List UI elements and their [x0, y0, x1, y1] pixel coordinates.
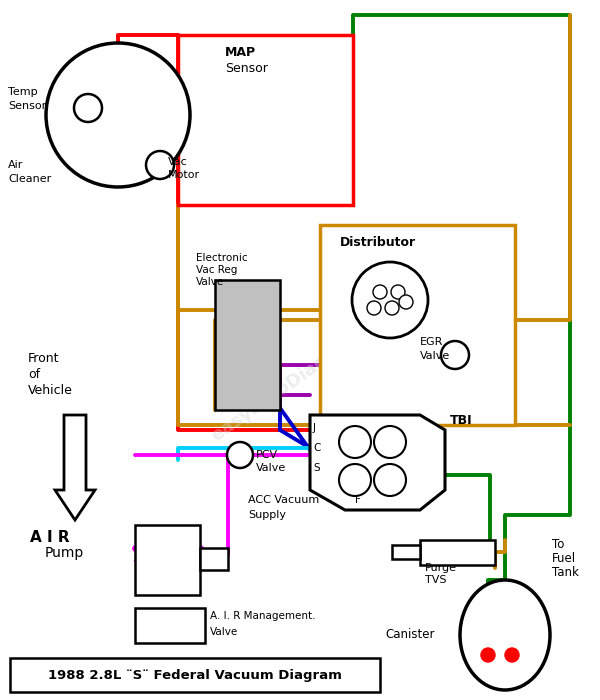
Text: Valve: Valve — [420, 351, 450, 361]
Circle shape — [505, 648, 519, 662]
Text: Distributor: Distributor — [340, 235, 416, 248]
Circle shape — [46, 43, 190, 187]
Circle shape — [339, 464, 371, 496]
FancyBboxPatch shape — [135, 608, 205, 643]
Circle shape — [391, 285, 405, 299]
Circle shape — [374, 426, 406, 458]
FancyBboxPatch shape — [420, 540, 495, 565]
Polygon shape — [310, 415, 445, 510]
Text: C: C — [313, 443, 320, 453]
Text: S: S — [313, 463, 320, 473]
Text: TVS: TVS — [425, 575, 446, 585]
FancyBboxPatch shape — [200, 548, 228, 570]
Circle shape — [339, 426, 371, 458]
Circle shape — [367, 301, 381, 315]
Text: of: of — [28, 368, 40, 381]
Text: easyautoDiagrams.com: easyautoDiagrams.com — [208, 295, 412, 445]
Text: Air: Air — [8, 160, 23, 170]
FancyBboxPatch shape — [392, 545, 420, 559]
FancyArrow shape — [55, 415, 95, 520]
Text: Sensor: Sensor — [225, 62, 268, 74]
FancyBboxPatch shape — [135, 525, 200, 595]
Text: Vac Reg: Vac Reg — [196, 265, 238, 275]
Text: Valve: Valve — [256, 463, 286, 473]
Text: To: To — [552, 538, 565, 552]
Text: PCV: PCV — [256, 450, 278, 460]
Text: Valve: Valve — [210, 627, 238, 637]
Text: Valve: Valve — [196, 277, 224, 287]
Circle shape — [385, 301, 399, 315]
Ellipse shape — [460, 580, 550, 690]
Text: Purge: Purge — [425, 563, 457, 573]
FancyBboxPatch shape — [320, 225, 515, 425]
Text: Fuel: Fuel — [552, 552, 576, 566]
Circle shape — [441, 341, 469, 369]
Text: ACC Vacuum: ACC Vacuum — [248, 495, 319, 505]
FancyBboxPatch shape — [215, 280, 280, 410]
Text: F: F — [355, 495, 361, 505]
Circle shape — [374, 464, 406, 496]
Text: MAP: MAP — [225, 46, 256, 59]
Text: Vehicle: Vehicle — [28, 384, 73, 396]
Circle shape — [74, 94, 102, 122]
Text: Motor: Motor — [168, 170, 200, 180]
Text: Tank: Tank — [552, 566, 579, 580]
Text: Canister: Canister — [385, 629, 434, 641]
Text: A. I. R Management.: A. I. R Management. — [210, 611, 316, 621]
Circle shape — [373, 285, 387, 299]
Circle shape — [146, 151, 174, 179]
Circle shape — [481, 648, 495, 662]
Text: 1988 2.8L ¨S¨ Federal Vacuum Diagram: 1988 2.8L ¨S¨ Federal Vacuum Diagram — [48, 668, 342, 682]
Text: Temp: Temp — [8, 87, 38, 97]
Circle shape — [399, 295, 413, 309]
FancyBboxPatch shape — [178, 35, 353, 205]
Text: EGR: EGR — [420, 337, 443, 347]
Text: Supply: Supply — [248, 510, 286, 520]
FancyBboxPatch shape — [10, 658, 380, 692]
Text: Sensor: Sensor — [8, 101, 46, 111]
Text: A I R: A I R — [30, 529, 70, 545]
Text: Vac: Vac — [168, 157, 188, 167]
Text: Pump: Pump — [45, 546, 84, 560]
Circle shape — [227, 442, 253, 468]
Text: Cleaner: Cleaner — [8, 174, 51, 184]
Text: Front: Front — [28, 351, 59, 365]
Text: Electronic: Electronic — [196, 253, 248, 263]
Text: TBI: TBI — [450, 414, 473, 426]
Text: J: J — [313, 423, 316, 433]
